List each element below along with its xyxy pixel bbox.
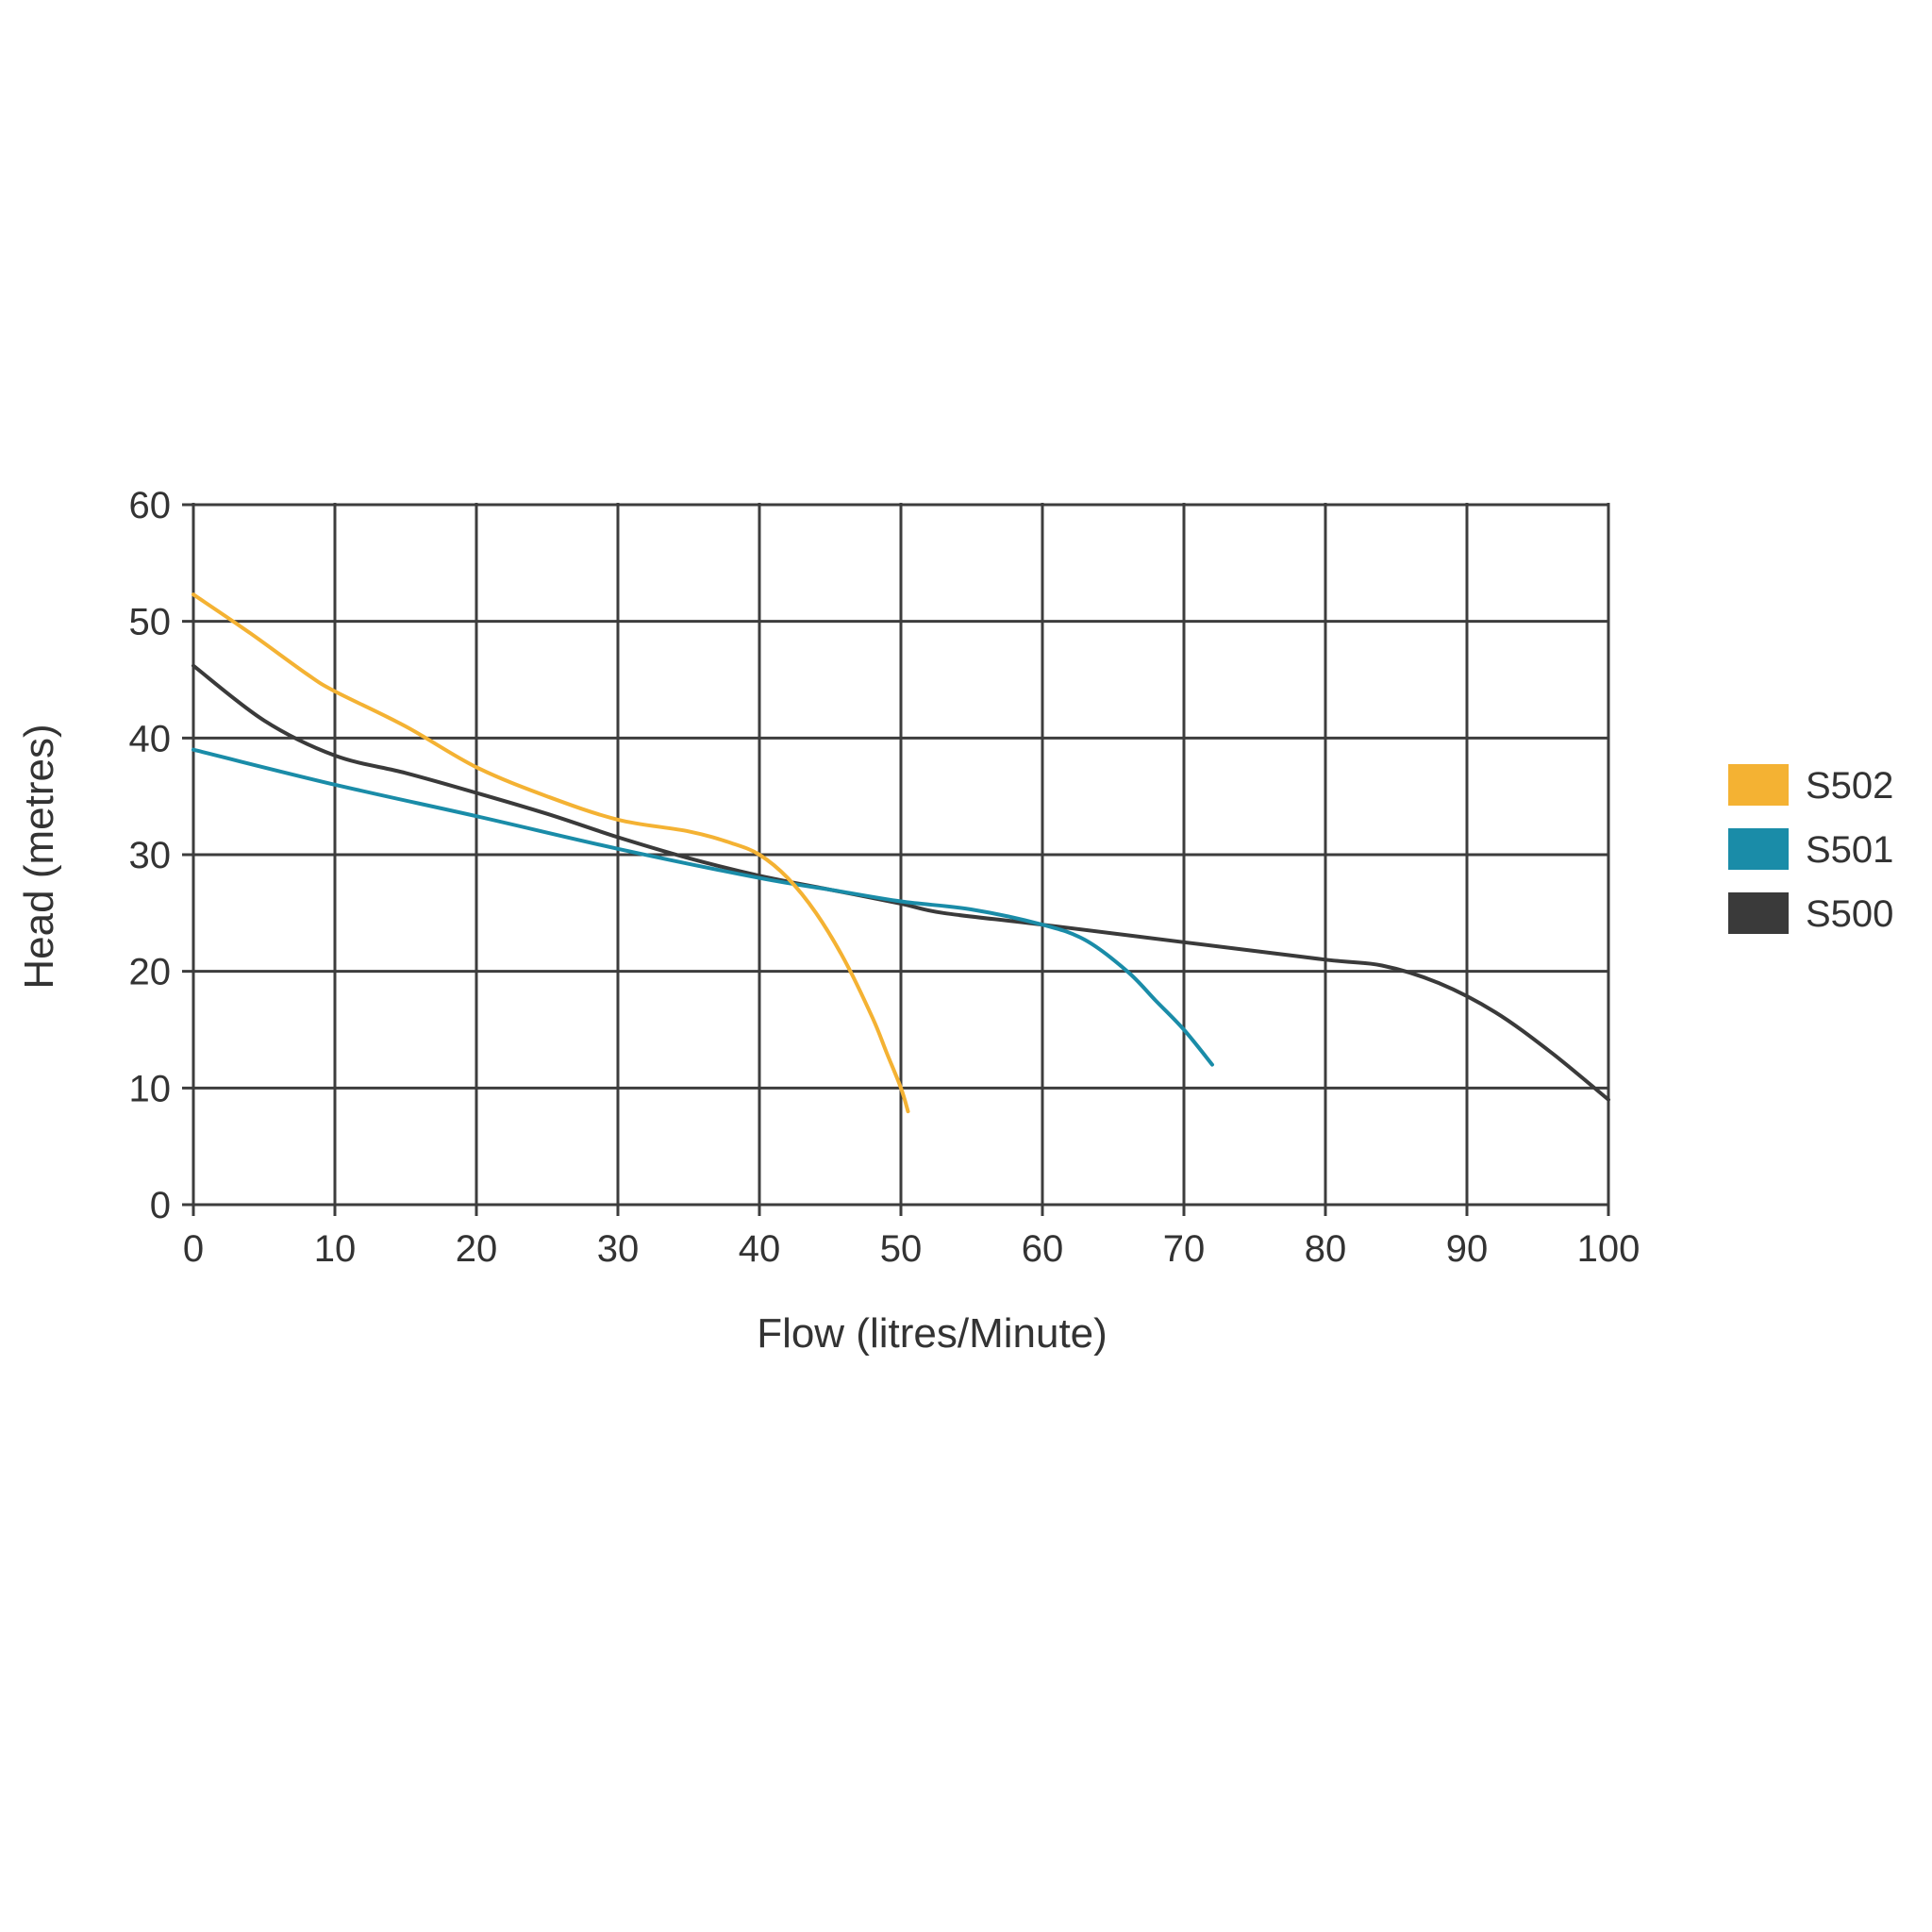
legend-label-s501: S501 (1806, 829, 1893, 871)
series-line-s502 (192, 592, 910, 1114)
x-tick-label-60: 60 (1022, 1228, 1064, 1270)
legend-swatch-s502 (1728, 764, 1789, 806)
x-tick-label-20: 20 (456, 1228, 498, 1270)
legend-swatch-s501 (1728, 828, 1789, 870)
y-tick-label-10: 10 (129, 1068, 172, 1109)
legend-label-s502: S502 (1806, 765, 1893, 807)
x-tick-label-50: 50 (880, 1228, 923, 1270)
x-tick-label-40: 40 (739, 1228, 781, 1270)
x-tick-label-10: 10 (314, 1228, 357, 1270)
y-tick-label-30: 30 (129, 835, 172, 876)
y-tick-label-60: 60 (129, 485, 172, 526)
x-tick-label-90: 90 (1446, 1228, 1489, 1270)
y-axis-ticks: 0 10 20 30 40 50 60 (129, 485, 172, 1226)
x-tick-label-0: 0 (183, 1228, 204, 1270)
x-axis-ticks: 0 10 20 30 40 50 60 70 80 90 100 (183, 1228, 1641, 1270)
legend-swatch-s500 (1728, 892, 1789, 934)
series-line-s501 (192, 747, 1214, 1067)
legend-label-s500: S500 (1806, 893, 1893, 935)
legend: S502 S501 S500 (1728, 764, 1893, 935)
series-layer (192, 592, 1610, 1114)
x-tick-label-100: 100 (1577, 1228, 1641, 1270)
y-tick-label-0: 0 (150, 1185, 171, 1226)
y-tick-label-20: 20 (129, 952, 172, 993)
x-tick-label-80: 80 (1305, 1228, 1347, 1270)
chart-grid (182, 503, 1610, 1216)
y-tick-label-50: 50 (129, 602, 172, 643)
x-axis-title: Flow (litres/Minute) (757, 1310, 1108, 1357)
x-tick-label-70: 70 (1163, 1228, 1206, 1270)
y-tick-label-40: 40 (129, 718, 172, 759)
y-axis-title: Head (metres) (16, 724, 62, 989)
x-tick-label-30: 30 (597, 1228, 640, 1270)
